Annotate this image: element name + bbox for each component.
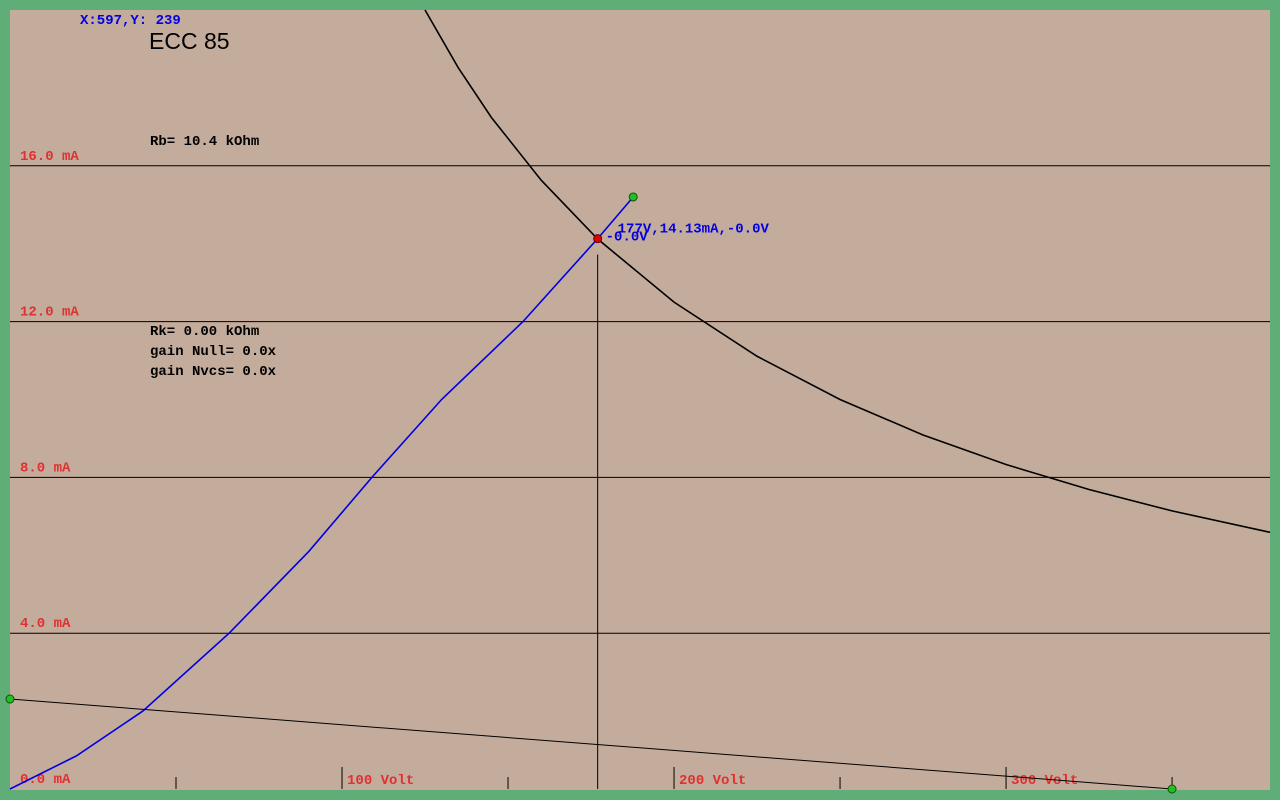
endpoint-handle: [628, 192, 638, 202]
endpoint-handle: [5, 694, 15, 704]
x-tick-label: 100 Volt: [347, 773, 414, 789]
curve: [424, 9, 1271, 534]
operating-point-label: 177V,14.13mA,-0.0V: [618, 222, 770, 238]
y-tick-label: 0.0 mA: [20, 772, 71, 788]
endpoint-handle: [1167, 784, 1177, 794]
y-tick-label: 12.0 mA: [20, 305, 79, 321]
operating-point: [593, 234, 603, 244]
info-text: Rb= 10.4 kOhm: [150, 134, 259, 150]
curve: [9, 698, 1173, 790]
y-tick-label: 4.0 mA: [20, 616, 71, 632]
curve: [9, 196, 634, 790]
info-text: gain Nvcs= 0.0x: [150, 364, 277, 380]
chart-title: ECC 85: [149, 28, 230, 54]
info-text: gain Null= 0.0x: [150, 344, 277, 360]
plot-area: [10, 10, 1270, 790]
cursor-readout: X:597,Y: 239: [80, 13, 181, 29]
info-text: Rk= 0.00 kOhm: [150, 324, 259, 340]
y-tick-label: 16.0 mA: [20, 149, 79, 165]
y-tick-label: 8.0 mA: [20, 460, 71, 476]
x-tick-label: 200 Volt: [679, 773, 746, 789]
grid-voltage-label: -0.0V: [606, 230, 649, 246]
x-tick-label: 300 Volt: [1011, 773, 1078, 789]
